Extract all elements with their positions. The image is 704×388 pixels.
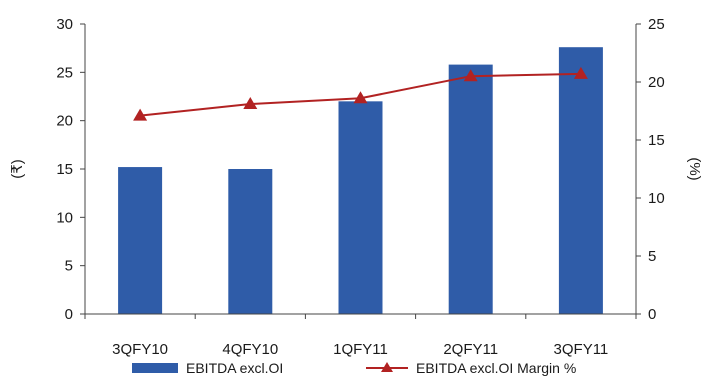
right-axis-tick-label: 5 bbox=[648, 248, 656, 265]
left-axis-tick-label: 30 bbox=[56, 16, 73, 33]
line-point bbox=[243, 97, 258, 110]
x-axis-tick-label: 4QFY10 bbox=[222, 341, 278, 358]
left-axis-tick-label: 10 bbox=[56, 209, 73, 226]
right-axis-tick-label: 0 bbox=[648, 306, 656, 323]
bar bbox=[118, 167, 163, 314]
right-axis-tick-label: 15 bbox=[648, 132, 665, 149]
line-point bbox=[573, 66, 588, 79]
bar bbox=[338, 101, 383, 314]
line-point bbox=[353, 91, 368, 104]
left-axis-tick-label: 20 bbox=[56, 113, 73, 130]
left-axis-tick-label: 15 bbox=[56, 161, 73, 178]
legend: EBITDA excl.OI EBITDA excl.OI Margin % bbox=[132, 360, 576, 376]
x-axis-tick-label: 3QFY11 bbox=[554, 341, 609, 358]
line-point bbox=[133, 108, 148, 121]
right-axis-tick-label: 10 bbox=[648, 190, 665, 207]
bar bbox=[448, 64, 493, 314]
line-point bbox=[463, 69, 478, 82]
left-axis-tick-label: 5 bbox=[65, 258, 73, 275]
right-axis-tick-label: 25 bbox=[648, 16, 665, 33]
legend-swatch-bar bbox=[132, 363, 178, 373]
left-axis-tick-label: 0 bbox=[65, 306, 73, 323]
x-axis-tick-label: 2QFY11 bbox=[443, 341, 498, 358]
line-layer bbox=[133, 66, 588, 121]
left-axis-tick-label: 25 bbox=[56, 64, 73, 81]
left-axis-title: (₹) bbox=[9, 159, 26, 179]
legend-swatch-marker bbox=[381, 362, 393, 372]
legend-label-line: EBITDA excl.OI Margin % bbox=[416, 360, 576, 376]
bar bbox=[558, 47, 603, 314]
x-axis-tick-label: 1QFY11 bbox=[333, 341, 388, 358]
bar bbox=[228, 169, 273, 314]
right-axis-tick-label: 20 bbox=[648, 74, 665, 91]
right-axis-title: (%) bbox=[686, 157, 703, 180]
ticks-layer: 0 5 10 15 20 25 30 0 5 10 15 20 25 3QFY10 4QFY10 1QFY11… bbox=[56, 16, 664, 358]
x-axis-tick-label: 3QFY10 bbox=[112, 341, 168, 358]
legend-label-bar: EBITDA excl.OI bbox=[186, 360, 283, 376]
bars-layer bbox=[118, 47, 603, 314]
